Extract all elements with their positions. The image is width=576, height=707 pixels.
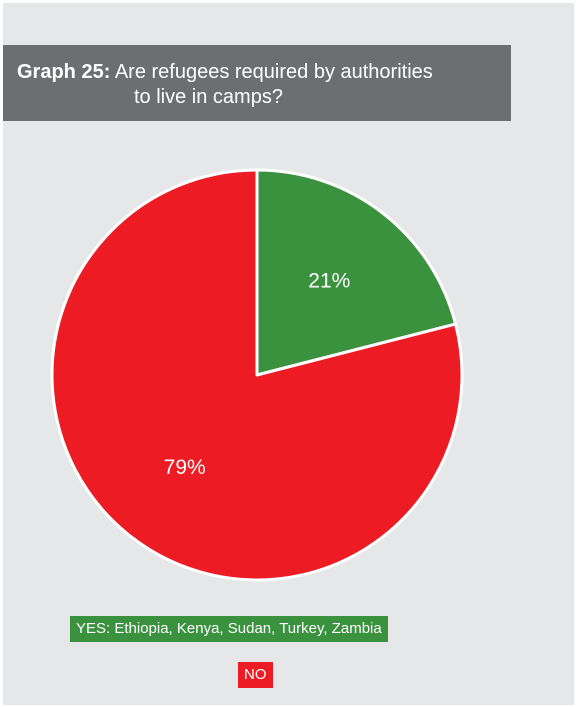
pie-label-no: 79% — [164, 456, 206, 479]
chart-title-bar: Graph 25: Are refugees required by autho… — [3, 45, 511, 121]
legend-no: NO — [238, 662, 273, 688]
chart-title-text: Are refugees required by authorities — [114, 61, 433, 83]
legend-yes: YES: Ethiopia, Kenya, Sudan, Turkey, Zam… — [70, 616, 388, 642]
chart-title-line2: to live in camps? — [134, 86, 283, 108]
chart-title-line1: Graph 25: Are refugees required by autho… — [17, 60, 433, 85]
pie-slice-no — [50, 168, 464, 582]
pie-label-yes: 21% — [308, 269, 350, 292]
pie-slice-yes — [255, 168, 458, 377]
pie-chart: 21% 79% — [50, 168, 464, 582]
chart-panel: Graph 25: Are refugees required by autho… — [3, 3, 574, 705]
chart-title-prefix: Graph 25: — [17, 61, 111, 83]
